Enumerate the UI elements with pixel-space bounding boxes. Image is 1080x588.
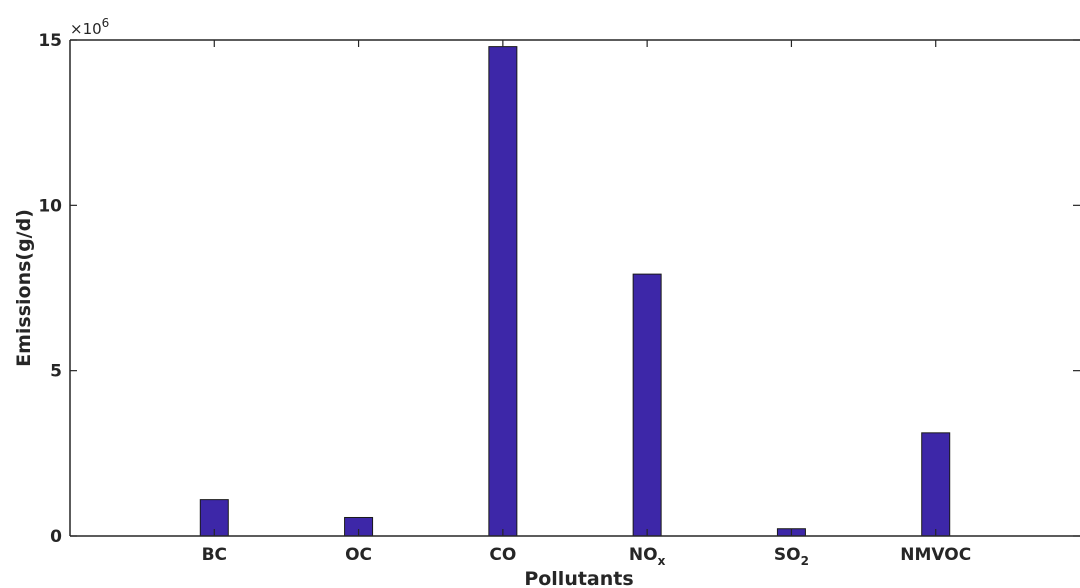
bar-nox — [632, 273, 662, 537]
axes-group — [69, 39, 1080, 537]
x-tick-label-co: CO — [489, 545, 516, 565]
y-axis-exponent: ×106 — [70, 16, 109, 38]
bar-co — [488, 46, 518, 537]
plot-area — [70, 40, 1080, 536]
x-tick-label-so2: SO2 — [774, 545, 809, 568]
x-tick-label-nmvoc: NMVOC — [900, 545, 971, 565]
x-axis-label: Pollutants — [524, 568, 633, 588]
y-axis-exponent-base: ×10 — [70, 20, 102, 38]
x-tick-labels: BC OC CO NOx SO2 NMVOC — [202, 545, 972, 568]
x-tick-label-nox: NOx — [629, 545, 666, 568]
y-axis-label: Emissions(g/d) — [13, 209, 35, 367]
y-tick-labels: 0 5 10 15 — [38, 31, 62, 547]
y-tick-label: 5 — [50, 362, 62, 382]
x-tick-label-bc: BC — [202, 545, 227, 565]
y-axis-exponent-power: 6 — [102, 16, 110, 30]
x-tick-label-oc: OC — [345, 545, 372, 565]
plot-background — [70, 40, 1080, 536]
y-tick-label: 0 — [50, 527, 62, 547]
bar-nmvoc — [921, 432, 951, 537]
bars-group — [199, 46, 951, 537]
y-tick-label: 15 — [38, 31, 62, 51]
y-tick-label: 10 — [38, 196, 62, 216]
